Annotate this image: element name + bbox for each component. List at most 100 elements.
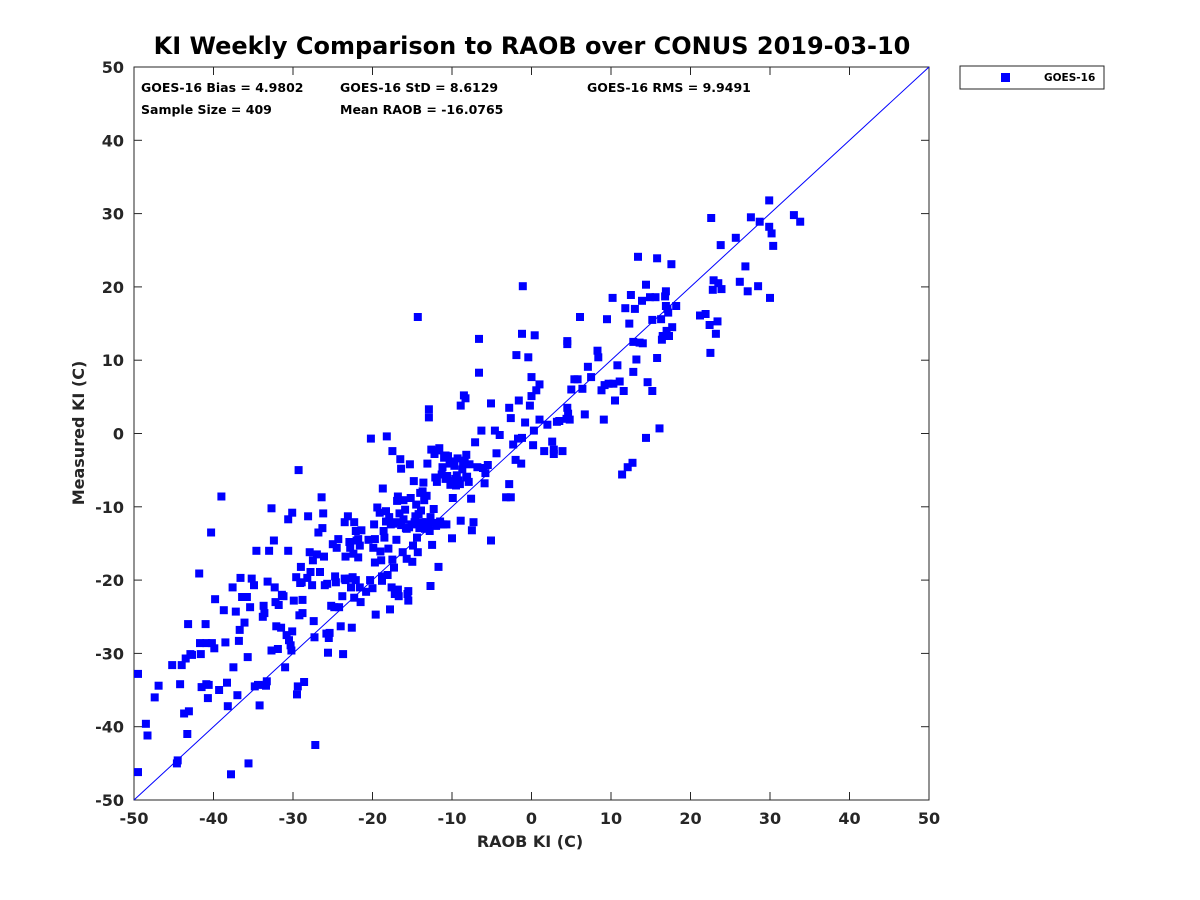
data-point [181, 654, 190, 663]
data-point [709, 276, 718, 285]
data-point [711, 329, 720, 338]
y-tick-label: 0 [113, 425, 124, 444]
data-point [289, 596, 298, 605]
x-tick-label: 20 [679, 809, 701, 828]
data-point [580, 410, 589, 419]
data-point [505, 403, 514, 412]
data-point [184, 620, 193, 629]
data-point [603, 315, 611, 324]
data-point [419, 478, 428, 487]
data-point [252, 546, 261, 555]
data-point [432, 477, 441, 486]
data-point [529, 441, 538, 450]
data-point [655, 424, 664, 433]
data-point [235, 625, 244, 634]
data-point [573, 375, 582, 384]
data-point [332, 543, 341, 552]
data-point [370, 535, 379, 544]
data-point [292, 573, 301, 582]
data-point [487, 399, 495, 408]
data-point [347, 583, 355, 592]
data-point [304, 512, 313, 521]
data-point [368, 584, 377, 593]
data-point [578, 384, 587, 393]
data-point [388, 555, 397, 564]
data-point [593, 346, 602, 355]
data-point [210, 644, 219, 653]
data-point [134, 669, 142, 678]
data-point [343, 512, 352, 521]
data-point [395, 509, 404, 518]
data-point [453, 454, 462, 463]
data-point [244, 759, 253, 768]
data-point [643, 378, 652, 387]
data-point [417, 506, 425, 515]
data-points [134, 196, 805, 779]
data-point [422, 491, 431, 500]
data-point [357, 526, 366, 535]
data-point [293, 690, 301, 699]
data-point [642, 280, 650, 289]
data-point [665, 332, 673, 340]
data-point [286, 641, 295, 650]
data-point [707, 214, 716, 222]
data-point [512, 351, 521, 360]
data-point [479, 464, 487, 472]
data-point [393, 585, 402, 594]
data-point [250, 581, 258, 590]
data-point [173, 756, 182, 765]
data-point [409, 541, 417, 550]
data-point [429, 505, 438, 513]
data-point [392, 518, 401, 527]
data-point [227, 770, 235, 779]
data-point [334, 535, 343, 544]
data-point [262, 681, 270, 690]
data-point [274, 601, 283, 609]
data-point [653, 254, 662, 263]
data-point [228, 583, 237, 592]
data-point [467, 494, 476, 503]
x-axis-label: RAOB KI (C) [477, 832, 583, 851]
data-point [383, 571, 392, 579]
data-point [462, 450, 471, 459]
data-point [611, 396, 619, 405]
data-point [511, 455, 520, 464]
data-point [382, 517, 390, 526]
data-point [203, 694, 212, 703]
data-point [238, 593, 247, 601]
data-point [318, 524, 327, 533]
data-point [435, 444, 444, 453]
data-point [404, 596, 413, 605]
data-point [308, 581, 317, 590]
data-point [183, 730, 192, 738]
data-point [229, 663, 238, 672]
data-point [340, 518, 349, 527]
data-point [393, 492, 402, 501]
data-point [231, 607, 240, 616]
data-point [314, 528, 323, 537]
data-point [480, 479, 489, 488]
y-tick-label: 50 [102, 58, 124, 77]
data-point [413, 533, 421, 542]
data-point [362, 587, 371, 596]
data-point [398, 548, 407, 557]
legend-box [959, 65, 1105, 90]
data-point [618, 470, 627, 479]
data-point [293, 682, 302, 691]
data-point [423, 459, 432, 468]
data-point [323, 579, 332, 588]
x-ticks: -50 -40 -30 -20 -10 0 10 20 30 40 50 [120, 67, 940, 828]
data-point [672, 302, 681, 310]
data-point [658, 332, 667, 340]
data-point [284, 515, 293, 524]
data-point [399, 515, 408, 524]
data-point [143, 731, 152, 740]
y-tick-label: -20 [95, 571, 124, 590]
data-point [177, 661, 186, 670]
data-point [267, 646, 276, 655]
data-point [426, 513, 435, 522]
data-point [630, 304, 639, 313]
data-point [424, 520, 433, 529]
data-point [366, 434, 375, 443]
data-point [345, 538, 354, 546]
